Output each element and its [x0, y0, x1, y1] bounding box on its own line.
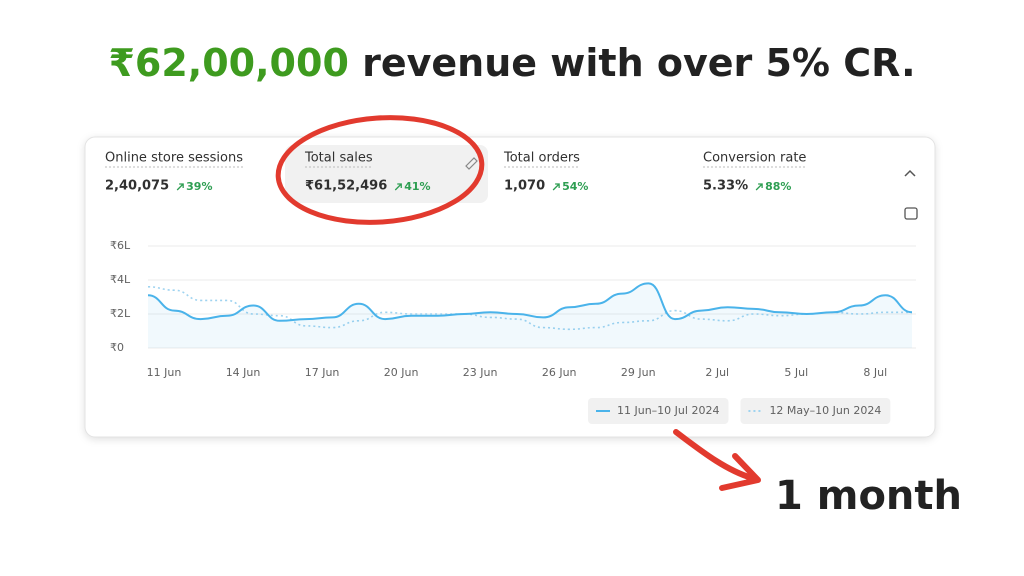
x-tick-label: 5 Jul [784, 366, 808, 379]
collapse-icon[interactable] [904, 169, 916, 177]
x-tick-label: 11 Jun [147, 366, 182, 379]
y-tick-label: ₹6L [110, 239, 131, 252]
analytics-card [84, 136, 936, 438]
metric-name: Total orders [503, 151, 580, 166]
trend-arrow [552, 183, 560, 191]
metric-value: ₹61,52,496 [305, 179, 387, 194]
headline-amount: ₹62,00,000 [108, 41, 348, 85]
legend-item: 12 May–10 Jun 2024 [740, 398, 891, 424]
x-tick-label: 14 Jun [226, 366, 261, 379]
selected-metric-bg[interactable] [285, 145, 488, 203]
annotation: 1 month [775, 473, 962, 519]
x-tick-label: 23 Jun [463, 366, 498, 379]
edit-icon[interactable] [465, 157, 478, 170]
metric-change: 88% [765, 180, 791, 193]
metric-name: Total sales [304, 151, 373, 166]
metric-value: 5.33% [703, 179, 748, 194]
x-tick-label: 26 Jun [542, 366, 577, 379]
legend-label: 11 Jun–10 Jul 2024 [617, 404, 719, 417]
headline: ₹62,00,000 revenue with over 5% CR. [108, 41, 915, 85]
legend-bg [740, 398, 891, 424]
legend-bg [588, 398, 729, 424]
headline-rest: revenue with over 5% CR. [349, 41, 916, 85]
series-line [147, 286, 912, 331]
y-tick-label: ₹2L [110, 307, 131, 320]
annotation-arrowhead [719, 453, 761, 491]
trend-arrow [394, 183, 402, 191]
x-tick-label: 20 Jun [384, 366, 419, 379]
y-tick-label: ₹4L [110, 273, 131, 286]
x-tick-label: 8 Jul [863, 366, 887, 379]
legend-item: 11 Jun–10 Jul 2024 [588, 398, 729, 424]
metric-change: 41% [404, 180, 430, 193]
metric-change: 54% [562, 180, 588, 193]
x-tick-label: 29 Jun [621, 366, 656, 379]
trend-arrow [755, 183, 763, 191]
chart-options-icon[interactable] [904, 207, 918, 220]
trend-arrow [176, 183, 184, 191]
annotation-arrow [673, 429, 755, 481]
x-tick-label: 2 Jul [705, 366, 729, 379]
x-tick-label: 17 Jun [305, 366, 340, 379]
series-line [147, 282, 913, 322]
metric-name: Conversion rate [703, 151, 806, 166]
y-tick-label: ₹0 [110, 341, 124, 354]
highlight-circle [275, 115, 485, 225]
metric-name: Online store sessions [105, 151, 243, 166]
metric-value: 2,40,075 [105, 179, 169, 194]
metric-change: 39% [186, 180, 212, 193]
legend-label: 12 May–10 Jun 2024 [769, 404, 881, 417]
metric-value: 1,070 [504, 179, 545, 194]
